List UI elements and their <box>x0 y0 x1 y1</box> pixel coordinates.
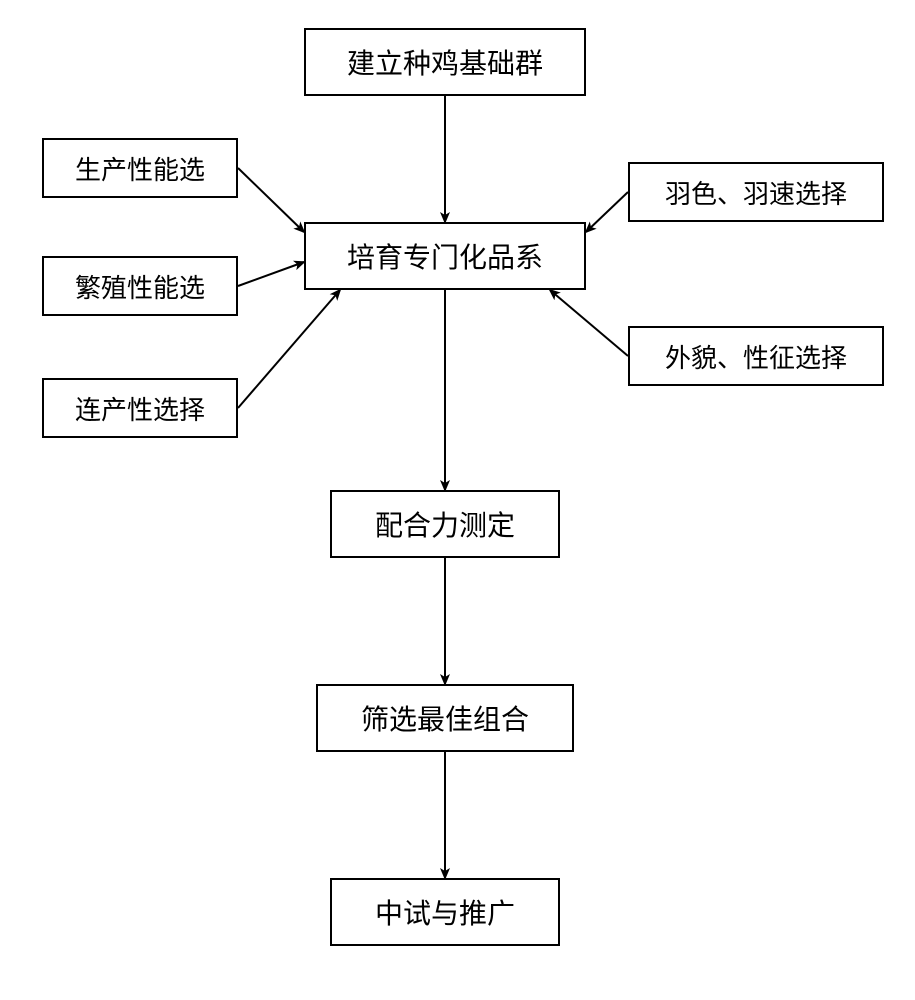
node-establish-base: 建立种鸡基础群 <box>304 28 586 96</box>
node-label: 生产性能选 <box>75 150 205 187</box>
edge-sR2-n2 <box>550 290 628 356</box>
node-label: 培育专门化品系 <box>347 236 543 276</box>
node-appearance-select: 外貌、性征选择 <box>628 326 884 386</box>
edge-sL1-n2 <box>238 168 304 232</box>
node-pilot-promote: 中试与推广 <box>330 878 560 946</box>
node-label: 筛选最佳组合 <box>361 698 529 738</box>
node-production-select: 生产性能选 <box>42 138 238 198</box>
node-label: 配合力测定 <box>375 504 515 544</box>
node-label: 建立种鸡基础群 <box>347 42 543 82</box>
node-feather-select: 羽色、羽速选择 <box>628 162 884 222</box>
node-label: 中试与推广 <box>375 892 515 932</box>
edge-sL3-n2 <box>238 290 340 408</box>
node-label: 外貌、性征选择 <box>665 338 847 375</box>
node-label: 羽色、羽速选择 <box>665 174 847 211</box>
node-combining-ability: 配合力测定 <box>330 490 560 558</box>
edge-sR1-n2 <box>586 192 628 232</box>
node-best-combination: 筛选最佳组合 <box>316 684 574 752</box>
node-cultivate-lines: 培育专门化品系 <box>304 222 586 290</box>
node-label: 繁殖性能选 <box>75 268 205 305</box>
node-label: 连产性选择 <box>75 390 205 427</box>
node-continuous-select: 连产性选择 <box>42 378 238 438</box>
edge-sL2-n2 <box>238 262 304 286</box>
node-reproduction-select: 繁殖性能选 <box>42 256 238 316</box>
